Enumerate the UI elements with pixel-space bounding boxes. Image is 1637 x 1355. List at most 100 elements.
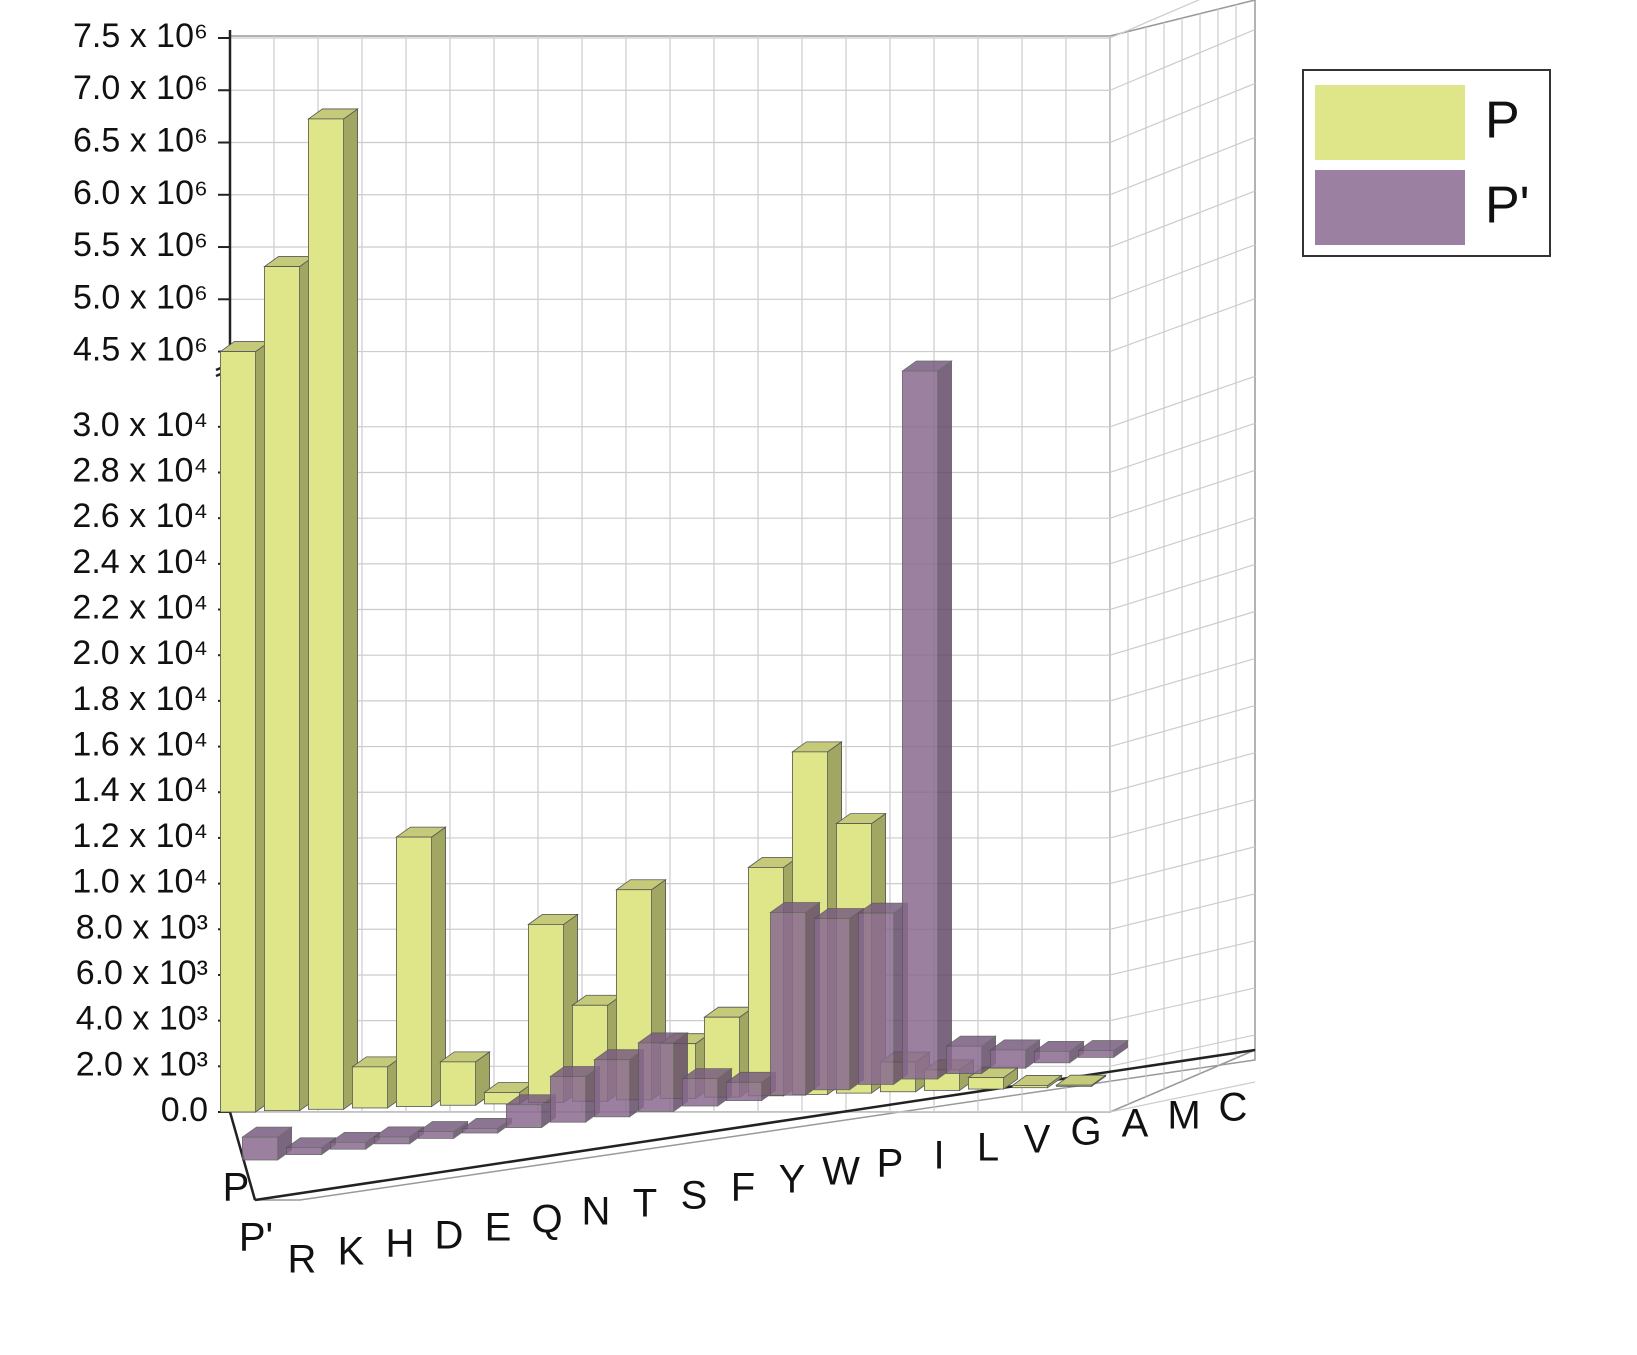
bar bbox=[549, 1065, 601, 1123]
x-tick-label: Y bbox=[779, 1158, 806, 1202]
y-tick-label: 2.4 x 10⁴ bbox=[72, 543, 208, 581]
grid-line bbox=[1109, 516, 1256, 565]
bar-front bbox=[285, 1147, 322, 1156]
bar-front bbox=[1056, 1084, 1093, 1087]
bar bbox=[241, 1126, 293, 1161]
bar bbox=[1077, 1039, 1129, 1059]
grid-line bbox=[1109, 469, 1256, 519]
grid-line bbox=[1109, 0, 1201, 39]
grid-line bbox=[1109, 657, 1256, 702]
grid-line bbox=[1109, 893, 1256, 930]
x-tick-label: R bbox=[288, 1238, 317, 1282]
x-tick-label: E bbox=[485, 1206, 512, 1250]
bar-front bbox=[594, 1059, 631, 1118]
bar-front bbox=[461, 1128, 498, 1134]
y-tick-label: 5.0 x 10⁶ bbox=[73, 278, 208, 316]
bar bbox=[813, 907, 865, 1091]
x-tick-label: S bbox=[681, 1174, 708, 1218]
y-tick-label: 6.5 x 10⁶ bbox=[73, 122, 208, 160]
grid-line bbox=[1109, 244, 1256, 300]
legend-label: P' bbox=[1485, 177, 1530, 235]
bar-front bbox=[968, 1077, 1005, 1090]
bar bbox=[857, 902, 909, 1086]
x-tick-label: Q bbox=[531, 1198, 562, 1242]
y-tick-label: 5.5 x 10⁶ bbox=[73, 226, 208, 264]
x-tick-label: D bbox=[435, 1214, 464, 1258]
y-tick-label: 1.2 x 10⁴ bbox=[72, 817, 208, 855]
grid-line bbox=[1109, 705, 1256, 748]
y-tick-label: 7.5 x 10⁶ bbox=[73, 17, 208, 55]
grid-line bbox=[1109, 190, 1256, 248]
bar-front bbox=[307, 118, 344, 1110]
x-tick-label: N bbox=[582, 1190, 611, 1234]
bar bbox=[219, 340, 271, 1113]
x-tick-label: V bbox=[1024, 1118, 1051, 1162]
x-tick-label: G bbox=[1070, 1110, 1101, 1154]
x-tick-label: P bbox=[877, 1142, 904, 1186]
bar-side bbox=[343, 108, 359, 1111]
y-tick-label: 1.4 x 10⁴ bbox=[72, 771, 208, 809]
bar-side bbox=[937, 360, 952, 1080]
legend: P P' bbox=[1302, 69, 1551, 257]
grid-line bbox=[1109, 82, 1256, 144]
y-tick-label: 8.0 x 10³ bbox=[76, 908, 208, 946]
grid-line bbox=[1109, 1034, 1256, 1067]
bar-front bbox=[902, 370, 939, 1080]
grid-line bbox=[1109, 752, 1256, 793]
bar-front bbox=[1012, 1085, 1049, 1089]
bar-front bbox=[814, 918, 851, 1091]
bar-front bbox=[373, 1136, 410, 1145]
grid-line bbox=[1109, 1081, 1256, 1113]
x-tick-label: W bbox=[822, 1150, 860, 1194]
x-tick-label: A bbox=[1122, 1102, 1149, 1146]
bar-front bbox=[550, 1076, 587, 1123]
row-label: P' bbox=[239, 1216, 273, 1260]
y-tick-label: 2.6 x 10⁴ bbox=[72, 497, 208, 535]
x-tick-label: K bbox=[338, 1230, 365, 1274]
grid-line bbox=[1109, 29, 1256, 91]
bar-front bbox=[395, 836, 432, 1107]
bar-front bbox=[329, 1141, 366, 1150]
x-tick-label: H bbox=[386, 1222, 415, 1266]
y-tick-label: 2.0 x 10³ bbox=[76, 1045, 208, 1083]
y-tick-label: 2.2 x 10⁴ bbox=[72, 589, 208, 627]
y-tick-label: 4.0 x 10³ bbox=[76, 1000, 208, 1038]
y-tick-label: 1.6 x 10⁴ bbox=[72, 726, 208, 764]
grid-line bbox=[1109, 799, 1256, 839]
grid-line bbox=[1109, 375, 1256, 428]
x-tick-label: L bbox=[977, 1126, 999, 1170]
bar bbox=[439, 1051, 491, 1107]
y-tick-label: 4.5 x 10⁶ bbox=[73, 331, 208, 369]
y-tick-label: 1.0 x 10⁴ bbox=[72, 863, 208, 901]
bar-front bbox=[990, 1049, 1027, 1069]
bar bbox=[417, 1120, 469, 1140]
y-tick-label: 0.0 bbox=[161, 1091, 208, 1129]
x-tick-label: T bbox=[633, 1182, 657, 1226]
bar bbox=[263, 255, 315, 1112]
x-tick-label: C bbox=[1219, 1086, 1248, 1130]
bar-front bbox=[219, 351, 256, 1113]
y-tick-label: 2.0 x 10⁴ bbox=[72, 634, 208, 672]
legend-swatch bbox=[1315, 85, 1465, 160]
grid-line bbox=[1109, 136, 1256, 196]
bar bbox=[989, 1039, 1041, 1069]
bar-front bbox=[1034, 1050, 1071, 1064]
bar-front bbox=[263, 266, 300, 1112]
grid-line bbox=[1109, 298, 1256, 353]
bar bbox=[1011, 1074, 1063, 1089]
grid-line bbox=[1109, 846, 1256, 885]
bar bbox=[681, 1067, 733, 1107]
y-tick-label: 2.8 x 10⁴ bbox=[72, 451, 208, 489]
bar bbox=[637, 1032, 689, 1113]
bar bbox=[1033, 1040, 1085, 1064]
y-tick-label: 6.0 x 10⁶ bbox=[73, 174, 208, 212]
y-tick-label: 6.0 x 10³ bbox=[76, 954, 208, 992]
bar-front bbox=[858, 912, 895, 1085]
bar bbox=[505, 1093, 557, 1129]
bar-front bbox=[946, 1045, 983, 1075]
grid-line bbox=[1109, 940, 1256, 976]
grid-line bbox=[1109, 987, 1256, 1022]
bar bbox=[1055, 1074, 1107, 1088]
bar bbox=[769, 901, 821, 1096]
